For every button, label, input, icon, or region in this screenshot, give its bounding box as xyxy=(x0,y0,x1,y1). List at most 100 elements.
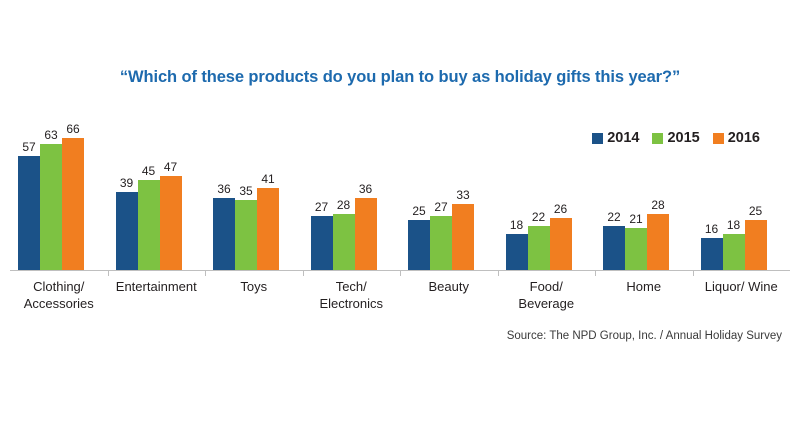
bar-2014[interactable]: 36 xyxy=(213,110,235,270)
bar-2015[interactable]: 27 xyxy=(430,110,452,270)
bar-group: 18 22 26 xyxy=(505,110,572,270)
legend-label: 2014 xyxy=(607,130,640,146)
bar-value-label: 25 xyxy=(412,204,426,218)
bar-rect xyxy=(527,226,550,270)
bar-value-label: 33 xyxy=(456,188,470,202)
bar-group: 39 45 47 xyxy=(115,110,182,270)
legend-label: 2015 xyxy=(667,130,700,146)
bar-value-label: 28 xyxy=(651,198,665,212)
bar-2014[interactable]: 22 xyxy=(603,110,625,270)
bar-rect xyxy=(354,198,377,270)
bar-2015[interactable]: 18 xyxy=(722,110,745,270)
bar-rect xyxy=(257,188,279,270)
bar-rect xyxy=(549,218,572,270)
bar-2015[interactable]: 28 xyxy=(332,110,355,270)
bar-2016[interactable]: 47 xyxy=(159,110,182,270)
category-label-line: Food/ xyxy=(529,279,563,294)
bar-rect xyxy=(40,144,62,270)
x-axis-line xyxy=(10,270,790,271)
chart-legend: 2014 2015 2016 xyxy=(592,131,760,146)
category-label: Beauty xyxy=(400,278,498,295)
bar-2015[interactable]: 45 xyxy=(137,110,160,270)
source-note: Source: The NPD Group, Inc. / Annual Hol… xyxy=(506,330,782,342)
bar-2014[interactable]: 18 xyxy=(505,110,528,270)
legend-swatch-icon-2014 xyxy=(592,132,604,144)
bar-rect xyxy=(235,200,257,270)
category-label-line: Clothing/ xyxy=(33,279,85,294)
category-label: Liquor/ Wine xyxy=(693,278,791,295)
bar-value-label: 18 xyxy=(726,218,741,232)
bar-2016[interactable]: 33 xyxy=(452,110,474,270)
bar-value-label: 36 xyxy=(217,182,231,196)
bar-value-label: 45 xyxy=(141,164,156,178)
bar-value-label: 28 xyxy=(336,198,351,212)
bar-2016[interactable]: 66 xyxy=(62,110,84,270)
bar-value-label: 66 xyxy=(66,122,80,136)
x-axis-tick xyxy=(595,271,596,276)
bar-rect xyxy=(62,138,84,270)
legend-item-2014[interactable]: 2014 xyxy=(592,131,639,146)
category-label: Food/Beverage xyxy=(498,278,596,312)
bar-rect xyxy=(310,216,333,270)
bar-rect xyxy=(332,214,355,270)
bar-value-label: 16 xyxy=(704,222,719,236)
category-label: Home xyxy=(595,278,693,295)
category-label: Tech/Electronics xyxy=(303,278,401,312)
category-label-line: Toys xyxy=(240,279,268,294)
legend-item-2015[interactable]: 2015 xyxy=(652,130,700,146)
bar-2014[interactable]: 16 xyxy=(700,110,723,270)
bar-value-label: 27 xyxy=(434,200,448,214)
bar-group: 36 35 41 xyxy=(213,110,279,270)
bar-rect xyxy=(115,192,138,270)
category-label-line: Electronics xyxy=(319,296,384,311)
bar-rect xyxy=(505,234,528,270)
bar-value-label: 36 xyxy=(358,182,373,196)
legend-label: 2016 xyxy=(727,130,760,146)
bar-value-label: 25 xyxy=(748,204,763,218)
bar-rect xyxy=(625,228,647,270)
bar-2016[interactable]: 26 xyxy=(549,110,572,270)
bar-2016[interactable]: 28 xyxy=(647,110,669,270)
bar-2016[interactable]: 41 xyxy=(257,110,279,270)
bar-rect xyxy=(744,220,767,270)
category-label: Clothing/Accessories xyxy=(10,278,108,312)
bar-rect xyxy=(430,216,452,270)
bar-value-label: 18 xyxy=(509,218,524,232)
bar-rect xyxy=(452,204,474,270)
bar-2015[interactable]: 21 xyxy=(625,110,647,270)
bar-2014[interactable]: 25 xyxy=(408,110,430,270)
x-axis-tick xyxy=(400,271,401,276)
bar-value-label: 47 xyxy=(163,160,178,174)
bar-2016[interactable]: 25 xyxy=(744,110,767,270)
bar-2016[interactable]: 36 xyxy=(354,110,377,270)
bar-rect xyxy=(408,220,430,270)
legend-swatch-icon-2015 xyxy=(652,132,664,144)
x-axis-tick xyxy=(205,271,206,276)
bar-group: 25 27 33 xyxy=(408,110,474,270)
x-axis-tick xyxy=(107,271,109,276)
bar-2014[interactable]: 27 xyxy=(310,110,333,270)
plot-area: 57 63 66 39 45 47 36 35 41 27 28 36 25 27 33 18 22 26 22 21… xyxy=(10,110,790,276)
category-label: Toys xyxy=(205,278,303,295)
bar-2014[interactable]: 39 xyxy=(115,110,138,270)
bar-2014[interactable]: 57 xyxy=(18,110,40,270)
bar-rect xyxy=(603,226,625,270)
bar-group: 27 28 36 xyxy=(310,110,377,270)
bar-value-label: 27 xyxy=(314,200,329,214)
x-axis-tick xyxy=(497,271,499,276)
category-label-line: Beverage xyxy=(518,296,575,311)
bar-2015[interactable]: 22 xyxy=(527,110,550,270)
legend-item-2016[interactable]: 2016 xyxy=(712,130,760,146)
legend-swatch-icon-2016 xyxy=(712,132,724,144)
bar-2015[interactable]: 35 xyxy=(235,110,257,270)
bar-rect xyxy=(137,180,160,270)
bar-value-label: 21 xyxy=(629,212,643,226)
bar-value-label: 26 xyxy=(553,202,568,216)
bar-rect xyxy=(647,214,669,270)
category-label-line: Entertainment xyxy=(115,279,197,294)
bar-value-label: 39 xyxy=(119,176,134,190)
bar-2015[interactable]: 63 xyxy=(40,110,62,270)
bar-rect xyxy=(159,176,182,270)
bar-rect xyxy=(700,238,723,270)
category-label-line: Accessories xyxy=(23,296,94,311)
